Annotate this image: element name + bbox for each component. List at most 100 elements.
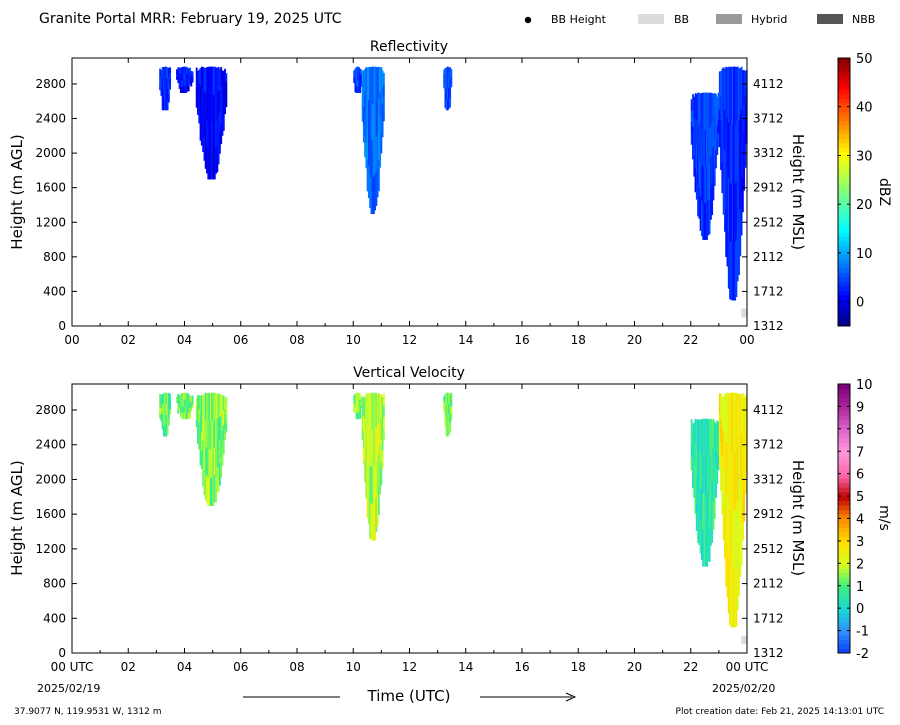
echo-cell (189, 395, 191, 402)
echo-cell (380, 67, 383, 89)
echo-cell (377, 484, 380, 516)
echo-cell (740, 480, 743, 523)
echo-cell (190, 70, 193, 76)
echo-cell (738, 545, 740, 597)
echo-cell (708, 163, 711, 199)
echo-cell (181, 79, 184, 87)
y-tick-label-right: 1312 (753, 646, 784, 660)
echo-cell (215, 67, 217, 95)
echo-cell (354, 407, 357, 413)
echo-cell (445, 392, 448, 404)
echo-cell (197, 395, 199, 408)
echo-cell (693, 478, 696, 498)
x-tick-label: 12 (402, 333, 417, 347)
echo-cell (730, 392, 733, 452)
echo-cell (161, 394, 164, 404)
y-tick-label-right: 2512 (753, 215, 784, 229)
colorbar-segment (838, 116, 850, 122)
echo-cell (718, 90, 721, 110)
echo-cell (736, 555, 739, 610)
echo-cell (703, 202, 706, 240)
echo-cell (191, 79, 194, 83)
echo-cell (207, 66, 210, 96)
colorbar-segment (838, 80, 850, 86)
echo-cell (715, 112, 717, 132)
echo-cell (209, 150, 212, 180)
y-tick-label-right: 1712 (753, 284, 784, 298)
echo-cell (167, 400, 170, 410)
echo-cell (217, 139, 220, 165)
echo-cell (164, 77, 167, 89)
echo-cell (224, 429, 226, 440)
y-tick-label: 800 (43, 577, 66, 591)
echo-cell (740, 108, 743, 152)
echo-cell (195, 77, 198, 88)
echo-cell (212, 122, 215, 152)
echo-cell (722, 67, 725, 105)
echo-cell (377, 159, 380, 192)
echo-cell (208, 477, 211, 506)
y-tick-label-right: 2112 (753, 577, 784, 591)
echo-cell (216, 119, 219, 147)
echo-cell (695, 172, 698, 200)
echo-cell (377, 128, 380, 161)
echo-cell (198, 82, 201, 97)
colorbar-tick-label: 40 (856, 101, 873, 116)
echo-cell (445, 88, 448, 100)
reflectivity-colorbar-label: dBZ (876, 178, 892, 206)
echo-cell (729, 240, 731, 300)
echo-cell (693, 156, 696, 177)
echo-cell (450, 413, 453, 421)
colorbar-segment (838, 223, 850, 229)
echo-cell (166, 67, 169, 79)
echo-cell (695, 502, 698, 531)
y-tick-label: 0 (58, 319, 66, 333)
echo-cell (374, 392, 377, 431)
echo-region (718, 66, 748, 301)
velocity-panel: Vertical Velocity 00 UTC 02 04 06 08 10 12 14 16… (8, 365, 892, 674)
colorbar-tick-label: 9 (856, 400, 864, 415)
echo-cell (730, 451, 733, 511)
echo-cell (370, 392, 373, 430)
echo-cell (379, 67, 382, 93)
echo-cell (376, 493, 379, 527)
echo-cell (697, 450, 700, 482)
echo-cell (712, 173, 715, 201)
colorbar-segment (838, 62, 850, 68)
echo-cell (215, 420, 217, 449)
echo-cell (365, 445, 368, 473)
echo-cell (695, 146, 698, 174)
echo-cell (225, 98, 228, 108)
echo-cell (699, 519, 702, 554)
echo-cell (744, 70, 747, 96)
echo-cell (208, 94, 211, 124)
colorbar-segment (838, 428, 850, 434)
echo-cell (446, 425, 449, 437)
echo-cell (700, 200, 703, 237)
velocity-colorbar: -2 -1 0 1 2 3 4 5 6 7 8 9 10 (837, 378, 873, 662)
echo-cell (360, 397, 363, 401)
echo-cell (177, 74, 180, 80)
velocity-title: Vertical Velocity (353, 365, 465, 381)
echo-cell (382, 72, 385, 86)
echo-cell (743, 70, 746, 101)
echo-cell (375, 427, 378, 463)
x-tick-label: 18 (571, 660, 586, 674)
echo-cell (713, 139, 716, 163)
echo-cell (164, 66, 167, 78)
x-tick-label: 00 UTC (726, 660, 769, 674)
echo-cell (730, 568, 733, 628)
echo-cell (739, 68, 742, 116)
echo-cell (358, 67, 360, 74)
echo-cell (359, 68, 362, 76)
echo-cell (739, 115, 742, 163)
echo-cell (735, 567, 738, 627)
start-date: 2025/02/19 (37, 682, 100, 695)
echo-cell (364, 90, 367, 114)
echo-cell (732, 451, 735, 511)
echo-cell (376, 393, 379, 428)
echo-cell (166, 394, 169, 405)
echo-cell (369, 429, 372, 466)
echo-cell (713, 494, 716, 520)
echo-cell (741, 503, 744, 541)
